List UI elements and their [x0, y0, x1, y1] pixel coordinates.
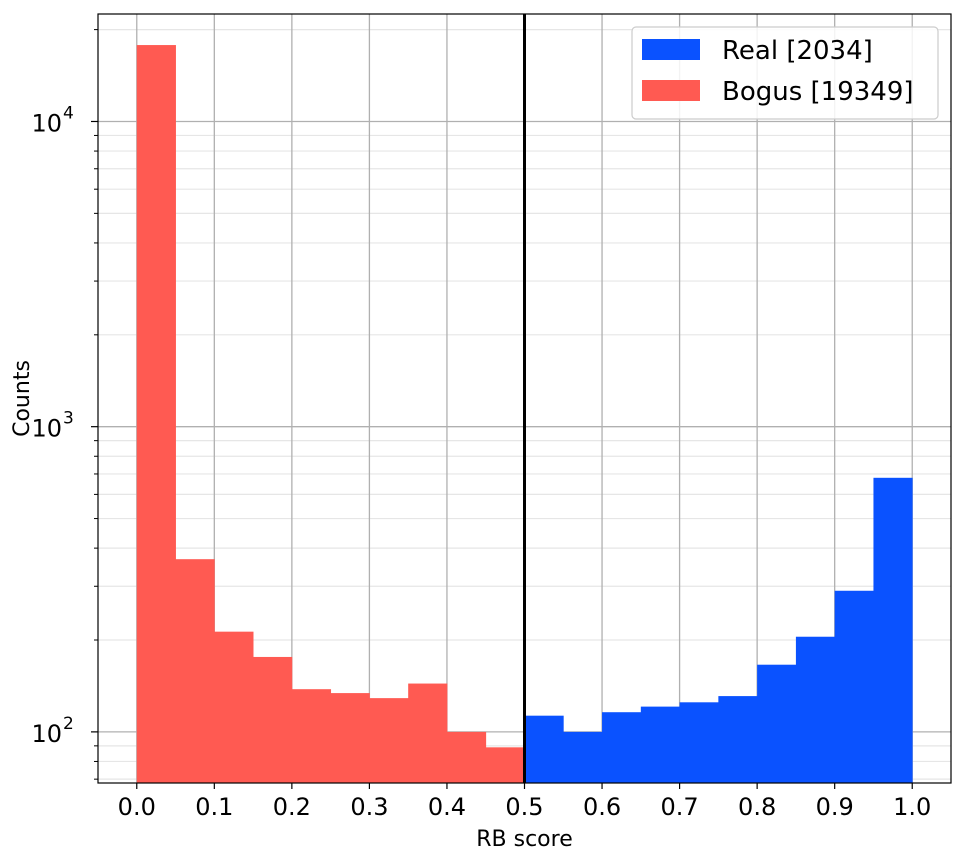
bogus-bar: [136, 45, 176, 784]
real-bar: [679, 702, 719, 783]
y-tick-exponent: 2: [63, 714, 74, 734]
real-bar: [795, 636, 836, 783]
x-tick-label: 0.4: [428, 793, 466, 821]
bogus-bar: [175, 559, 215, 783]
real-bar: [640, 706, 680, 783]
bogus-bar: [408, 683, 448, 783]
real-bar: [873, 477, 913, 783]
y-tick-label: 10: [31, 415, 62, 443]
legend: Real [2034] Bogus [19349]: [631, 26, 939, 120]
x-tick-label: 0.7: [661, 793, 699, 821]
x-tick-label: 0.6: [583, 793, 621, 821]
legend-label-real: Real [2034]: [722, 36, 873, 66]
x-tick-label: 1.0: [893, 793, 931, 821]
bogus-bar: [291, 689, 332, 783]
x-axis-label: RB score: [476, 827, 573, 852]
real-bar: [834, 590, 874, 783]
x-tick-label: 0.9: [816, 793, 854, 821]
bogus-bar: [369, 698, 409, 783]
bogus-bar: [214, 631, 254, 783]
x-tick-label: 0.0: [118, 793, 156, 821]
legend-label-bogus: Bogus [19349]: [722, 77, 914, 107]
bogus-bar: [253, 656, 293, 783]
y-tick-label: 10: [31, 109, 62, 137]
x-tick-label: 0.1: [195, 793, 233, 821]
real-bar: [718, 696, 758, 783]
x-tick-label: 0.5: [505, 793, 543, 821]
y-tick-label: 10: [31, 720, 62, 748]
real-bar: [757, 664, 797, 783]
y-tick-exponent: 3: [63, 409, 74, 429]
legend-box: [631, 26, 939, 120]
y-tick-exponent: 4: [63, 103, 74, 123]
axis-ticks: 0.0 0.1 0.2 0.3 0.4 0.5 0.6 0.7 0.8 0.9 1.010 210 31…: [31, 29, 931, 821]
bogus-bar: [330, 693, 370, 783]
legend-swatch-real: [642, 39, 700, 60]
bars: [136, 45, 913, 784]
bogus-bar: [485, 747, 525, 783]
bogus-bar: [446, 731, 487, 783]
real-bar: [602, 712, 642, 783]
x-tick-label: 0.2: [273, 793, 311, 821]
y-axis-label: Counts: [10, 360, 35, 437]
x-tick-label: 0.3: [350, 793, 388, 821]
x-tick-label: 0.8: [738, 793, 776, 821]
real-bar: [524, 715, 564, 783]
legend-swatch-bogus: [642, 80, 700, 101]
real-bar: [563, 731, 603, 783]
